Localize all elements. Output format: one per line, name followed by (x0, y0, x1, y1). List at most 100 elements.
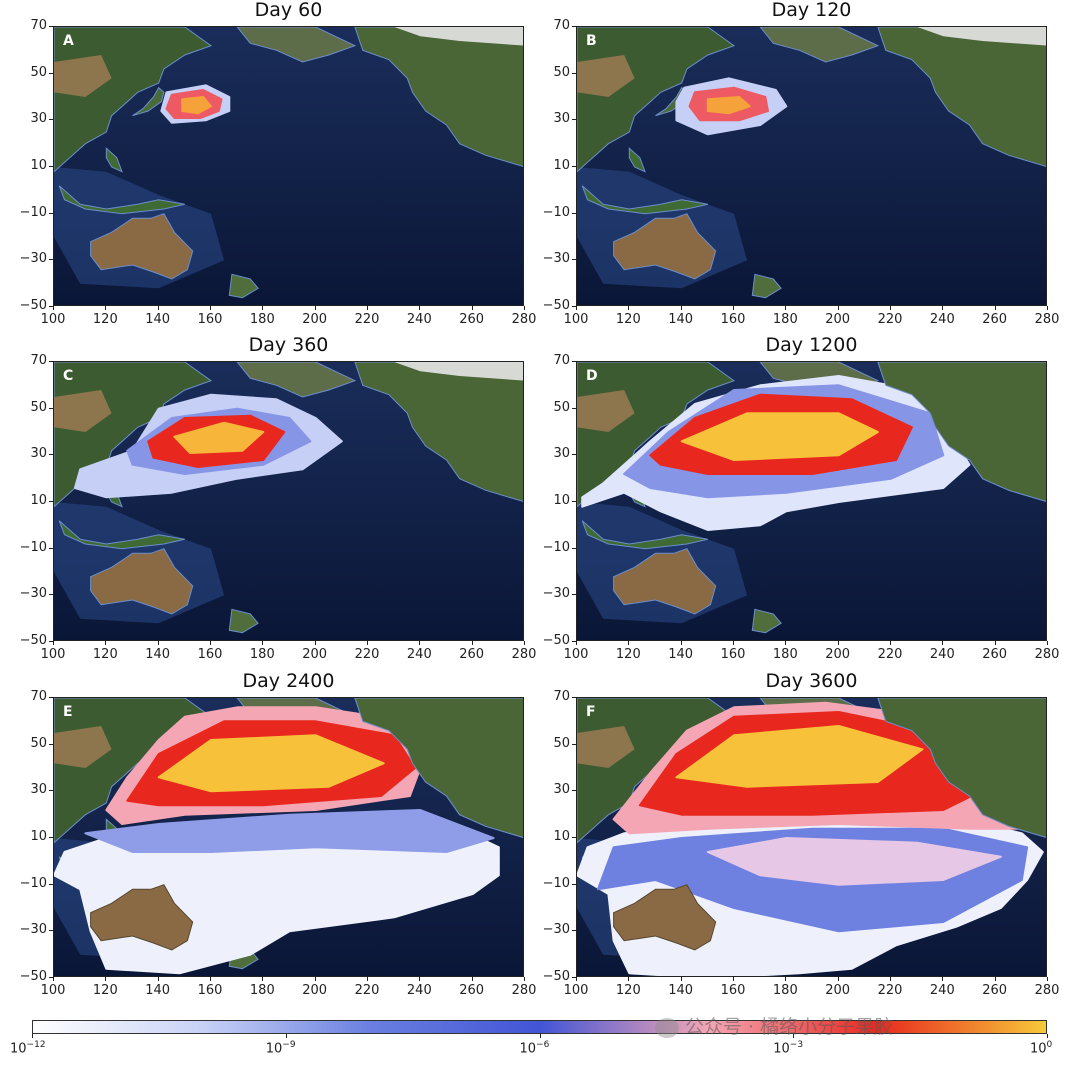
y-tick-mark (49, 306, 53, 307)
colorbar-tick-mark (1047, 1034, 1048, 1038)
x-tick-label: 200 (825, 647, 851, 662)
y-tick-label: 70 (30, 353, 47, 368)
x-tick-label: 240 (929, 312, 955, 327)
x-tick-label: 220 (877, 647, 903, 662)
x-tick-mark (1047, 306, 1048, 310)
x-tick-label: 260 (982, 312, 1008, 327)
x-tick-label: 120 (92, 983, 118, 998)
x-tick-label: 200 (302, 312, 328, 327)
x-tick-label: 260 (459, 647, 485, 662)
x-tick-label: 100 (563, 647, 589, 662)
x-tick-label: 220 (354, 647, 380, 662)
x-tick-mark (53, 641, 54, 645)
y-tick-mark (572, 259, 576, 261)
land-australia (90, 548, 194, 615)
y-tick-mark (572, 697, 576, 698)
land-japan (132, 86, 165, 117)
panel-title: Day 120 (771, 0, 852, 21)
x-tick-mark (314, 306, 316, 310)
y-tick-label: −50 (19, 633, 47, 648)
x-tick-mark (262, 977, 264, 981)
x-tick-mark (837, 306, 839, 310)
x-tick-label: 280 (1034, 983, 1060, 998)
land-snow (394, 362, 523, 381)
x-tick-label: 180 (772, 647, 798, 662)
x-tick-mark (837, 977, 839, 981)
y-tick-mark (572, 166, 576, 167)
land-alaska (236, 362, 357, 398)
x-tick-mark (105, 641, 107, 645)
plume-layer-3 (680, 412, 879, 461)
x-tick-label: 140 (145, 983, 171, 998)
map-svg (54, 362, 523, 640)
y-tick-label: −10 (542, 875, 570, 891)
x-tick-mark (419, 977, 421, 981)
y-tick-label: 10 (30, 158, 47, 173)
y-tick-label: −30 (542, 922, 570, 938)
y-tick-label: −10 (542, 539, 570, 555)
x-tick-mark (890, 977, 891, 981)
y-tick-label: −30 (542, 251, 570, 267)
land-philippines (105, 147, 123, 173)
x-tick-mark (628, 641, 630, 645)
y-tick-mark (572, 501, 576, 502)
y-tick-label: 50 (553, 399, 570, 415)
x-tick-mark (524, 977, 525, 981)
land-nz (751, 608, 782, 634)
y-tick-label: −50 (542, 298, 570, 313)
y-tick-mark (572, 26, 576, 27)
x-tick-label: 160 (197, 983, 223, 998)
x-tick-label: 240 (406, 312, 432, 327)
plume-layer-1 (84, 809, 495, 853)
y-tick-label: −10 (542, 204, 570, 220)
x-tick-mark (994, 306, 996, 310)
map-svg (577, 362, 1046, 640)
x-tick-label: 240 (929, 983, 955, 998)
colorbar-tick-mark (285, 1034, 287, 1038)
x-tick-label: 120 (615, 983, 641, 998)
y-tick-mark (49, 72, 53, 74)
y-tick-mark (572, 212, 576, 214)
colorbar-tick-base: 10 (519, 1041, 537, 1057)
watermark: 公众号 · 橘络小分子果胶 (655, 1012, 893, 1039)
y-tick-label: −50 (542, 633, 570, 648)
x-tick-label: 280 (1034, 312, 1060, 327)
x-tick-mark (994, 641, 996, 645)
x-tick-mark (576, 641, 577, 645)
land-desert (577, 390, 635, 432)
colorbar-tick-label: 10−9 (266, 1040, 296, 1056)
x-tick-label: 220 (354, 983, 380, 998)
x-tick-mark (680, 306, 682, 310)
land-australia (613, 548, 717, 615)
y-tick-label: 30 (553, 111, 570, 127)
x-tick-label: 140 (668, 312, 694, 327)
y-tick-label: 30 (553, 782, 570, 798)
x-tick-mark (471, 977, 473, 981)
x-tick-label: 200 (825, 312, 851, 327)
y-tick-mark (572, 407, 576, 409)
land-desert (54, 55, 112, 97)
y-tick-label: −30 (19, 922, 47, 938)
land-australia-top (613, 884, 717, 951)
x-tick-mark (157, 641, 159, 645)
y-tick-label: −10 (19, 875, 47, 891)
panel-label: B (586, 33, 597, 49)
y-tick-label: 50 (30, 399, 47, 415)
x-tick-label: 100 (563, 983, 589, 998)
plume-layer-2 (181, 96, 212, 115)
x-tick-label: 280 (511, 983, 537, 998)
x-tick-mark (105, 306, 107, 310)
y-tick-mark (49, 594, 53, 596)
x-tick-mark (262, 306, 264, 310)
colorbar-tick-base: 10 (10, 1041, 27, 1057)
panel-title: Day 60 (254, 0, 323, 21)
plume-layer-2 (706, 96, 751, 115)
y-tick-label: −30 (542, 586, 570, 602)
land-australia (613, 213, 717, 280)
x-tick-label: 140 (145, 647, 171, 662)
x-tick-label: 140 (668, 983, 694, 998)
land-desert (577, 726, 635, 768)
land-namerica (354, 362, 523, 502)
panel-title: Day 2400 (242, 670, 335, 692)
y-tick-mark (572, 361, 576, 362)
